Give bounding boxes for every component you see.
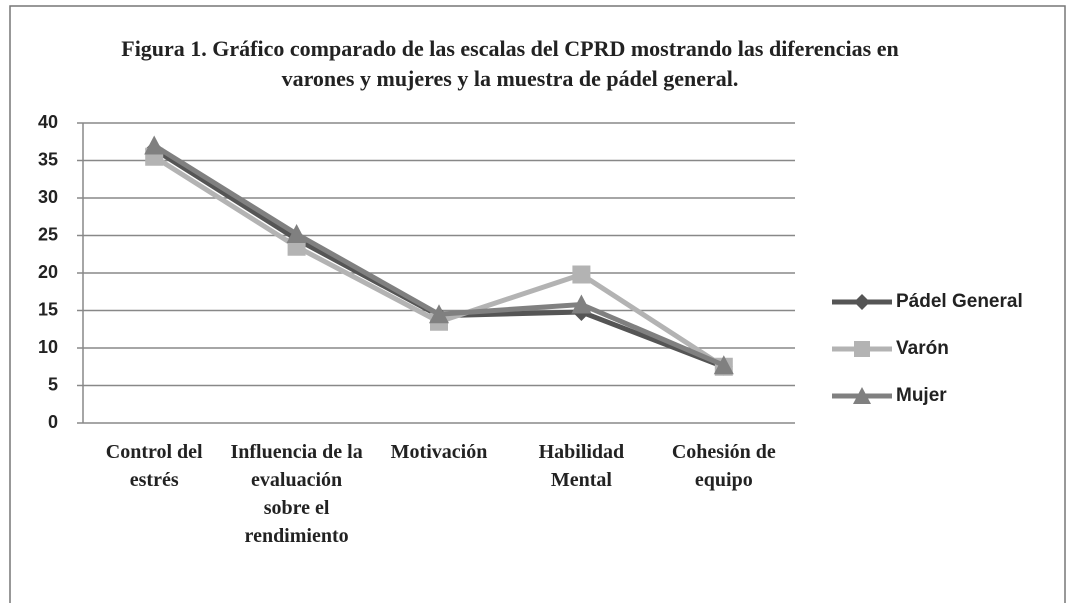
y-tick-label: 20 <box>38 262 58 282</box>
y-tick-label: 40 <box>38 112 58 132</box>
legend-marker <box>854 341 870 357</box>
series-line <box>152 147 725 370</box>
legend-label: Pádel General <box>896 291 1023 312</box>
x-tick-label: Control del estrés <box>105 441 203 491</box>
marker <box>572 265 591 284</box>
legend-marker <box>853 387 871 404</box>
y-tick-label: 15 <box>38 299 58 319</box>
frame <box>9 5 1066 603</box>
x-tick-label: Cohesión de equipo <box>671 441 776 491</box>
marker <box>713 355 734 375</box>
chart-title: Figura 1. Gráfico comparado de las escal… <box>121 36 899 91</box>
legend-label: Varón <box>896 338 949 359</box>
x-tick-label: Influencia de la evaluación sobre el ren… <box>230 441 363 547</box>
legend-marker <box>854 294 870 310</box>
y-tick-label: 35 <box>38 149 58 169</box>
y-tick-label: 30 <box>38 187 58 207</box>
y-tick-label: 25 <box>38 224 58 244</box>
y-tick-label: 10 <box>38 337 58 357</box>
marker <box>429 304 449 324</box>
y-tick-label: 0 <box>48 412 58 432</box>
x-tick-label: Habilidad Mental <box>538 441 625 491</box>
x-tick-label: Motivación <box>390 441 488 463</box>
marker <box>144 135 165 155</box>
y-tick-label: 5 <box>48 374 58 394</box>
marker <box>571 294 592 314</box>
marker <box>286 224 307 243</box>
legend-label: Mujer <box>896 385 947 406</box>
